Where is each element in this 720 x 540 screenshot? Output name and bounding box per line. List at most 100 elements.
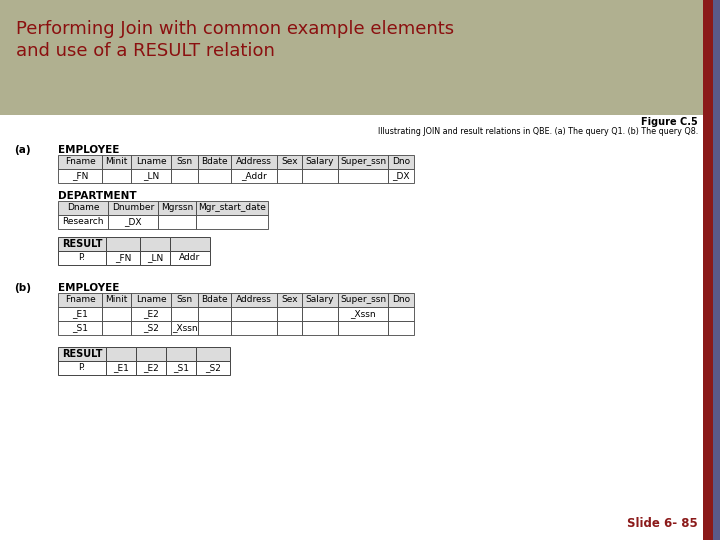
Text: Lname: Lname [135,158,166,166]
Text: Figure C.5: Figure C.5 [642,117,698,127]
Bar [106,361,136,375]
Bar [166,347,196,361]
Text: _S2: _S2 [205,363,221,373]
Bar [277,307,302,321]
Text: DEPARTMENT: DEPARTMENT [58,191,137,201]
Text: _S2: _S2 [143,323,159,333]
Bar [277,155,302,169]
Text: Address: Address [236,158,272,166]
Text: _LN: _LN [143,172,159,180]
Text: Address: Address [236,295,272,305]
Text: Ssn: Ssn [176,158,192,166]
Bar [102,293,131,307]
Text: Mgr_start_date: Mgr_start_date [198,204,266,213]
Text: Super_ssn: Super_ssn [340,295,386,305]
Bar [388,155,414,169]
Bar [108,201,158,215]
Bar [171,293,198,307]
Bar [338,307,388,321]
Bar [277,293,302,307]
Bar [58,251,106,265]
Bar [131,321,171,335]
Text: Bdate: Bdate [201,158,228,166]
Bar [231,321,277,335]
Bar [338,169,388,183]
Bar [166,361,196,375]
Bar [136,347,166,361]
Text: Mgrssn: Mgrssn [161,204,193,213]
Bar [170,237,210,251]
Bar [58,321,102,335]
Text: Dname: Dname [67,204,99,213]
Bar [231,293,277,307]
Text: Salary: Salary [306,295,334,305]
Bar [388,321,414,335]
Bar [108,215,158,229]
Text: Fname: Fname [65,295,95,305]
Bar [58,237,106,251]
Text: _Addr: _Addr [241,172,267,180]
Text: (b): (b) [14,283,31,293]
Text: RESULT: RESULT [62,349,102,359]
Bar [196,361,230,375]
Bar [131,293,171,307]
Text: _LN: _LN [147,253,163,262]
Bar [388,293,414,307]
Text: Performing Join with common example elements: Performing Join with common example elem… [16,20,454,38]
Bar [338,321,388,335]
Text: Bdate: Bdate [201,295,228,305]
Text: Lname: Lname [135,295,166,305]
Bar [196,215,268,229]
Text: Minit: Minit [105,295,127,305]
Bar [0,0,720,115]
Bar [58,293,102,307]
Text: Ssn: Ssn [176,295,192,305]
Text: Dno: Dno [392,158,410,166]
Bar [171,169,198,183]
Text: Slide 6- 85: Slide 6- 85 [627,517,698,530]
Bar [58,347,106,361]
Text: Fname: Fname [65,158,95,166]
Bar [136,361,166,375]
Bar [198,321,231,335]
Bar [338,293,388,307]
Text: _Xssn: _Xssn [350,309,376,319]
Text: Salary: Salary [306,158,334,166]
Bar [102,155,131,169]
Bar [171,155,198,169]
Text: and use of a RESULT relation: and use of a RESULT relation [16,42,275,60]
Text: _FN: _FN [72,172,88,180]
Bar [140,251,170,265]
Bar [198,307,231,321]
Text: Sex: Sex [282,295,298,305]
Bar [338,155,388,169]
Text: EMPLOYEE: EMPLOYEE [58,145,120,155]
Bar [106,347,136,361]
Bar [170,251,210,265]
Text: (a): (a) [14,145,31,155]
Bar [302,307,338,321]
Bar [231,155,277,169]
Bar [302,169,338,183]
Text: _DX: _DX [392,172,410,180]
Text: Dnumber: Dnumber [112,204,154,213]
Bar [196,347,230,361]
Text: _E2: _E2 [143,309,159,319]
Bar [198,155,231,169]
Bar [388,307,414,321]
Bar [171,307,198,321]
Bar [131,307,171,321]
Bar [58,155,102,169]
Bar [158,201,196,215]
Bar [140,237,170,251]
Text: P.: P. [78,253,86,262]
Bar [131,169,171,183]
Bar [131,155,171,169]
Bar [277,169,302,183]
Bar [231,169,277,183]
Bar [58,169,102,183]
Text: Research: Research [62,218,104,226]
Bar [302,321,338,335]
Text: _S1: _S1 [173,363,189,373]
Text: Minit: Minit [105,158,127,166]
